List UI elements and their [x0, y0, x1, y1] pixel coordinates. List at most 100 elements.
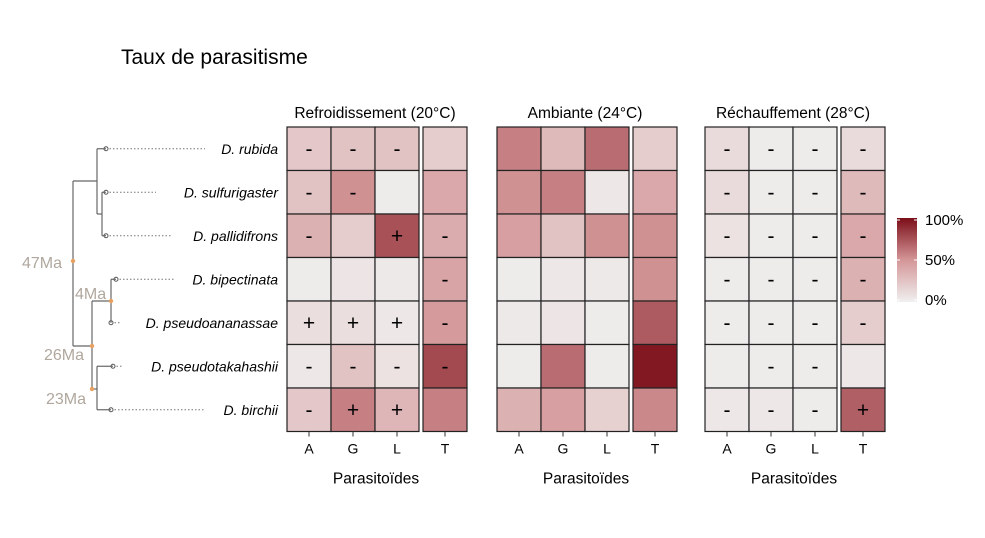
heatmap-cell: [422, 213, 468, 259]
heatmap-cell: [792, 126, 838, 172]
heatmap-cell: [540, 213, 586, 259]
heatmap-cell: [286, 256, 332, 302]
legend-label: 50%: [925, 252, 955, 269]
significance-sign: -: [768, 138, 775, 161]
heatmap-cell: [748, 126, 794, 172]
heatmap-cell: [704, 256, 750, 302]
x-tick-label: A: [514, 441, 524, 457]
significance-sign: -: [812, 312, 819, 335]
x-tick-label: L: [393, 441, 401, 457]
heatmap-cell: [840, 126, 886, 172]
heatmap-cell: [496, 387, 542, 433]
x-tick-label: L: [603, 441, 611, 457]
heatmap-cell: [496, 256, 542, 302]
x-axis-label: Parasitoïdes: [333, 471, 419, 488]
x-tick-label: G: [766, 441, 777, 457]
x-tick-label: G: [348, 441, 359, 457]
heatmap-cell: [584, 213, 630, 259]
significance-sign: -: [350, 181, 357, 204]
significance-sign: +: [391, 225, 403, 248]
heatmap-cell: [286, 213, 332, 259]
heatmap-cell: [704, 343, 750, 389]
heatmap-panels: Refroidissement (20°C) - - - - - - + - - + + + - - - - - -…: [286, 105, 886, 488]
significance-sign: -: [724, 268, 731, 291]
heatmap-cell: [540, 126, 586, 172]
heatmap-cell: [540, 343, 586, 389]
heatmap-cell: [330, 126, 376, 172]
chart-title: Taux de parasitisme: [121, 46, 308, 69]
panel-title: Réchauffement (28°C): [716, 105, 870, 122]
heatmap-cell: [330, 213, 376, 259]
significance-sign: -: [860, 225, 867, 248]
significance-sign: -: [306, 181, 313, 204]
heatmap-cell: [584, 169, 630, 215]
significance-sign: +: [391, 399, 403, 422]
significance-sign: -: [306, 225, 313, 248]
heatmap-cell: [540, 387, 586, 433]
x-tick-label: A: [722, 441, 732, 457]
heatmap-cell: [584, 300, 630, 346]
significance-sign: -: [306, 138, 313, 161]
node-age-label: 23Ma: [46, 391, 86, 408]
heatmap-cell: [422, 300, 468, 346]
node-age-label: 47Ma: [22, 255, 62, 272]
heatmap-cell: [632, 343, 678, 389]
species-label: D. pseudoananassae: [146, 315, 279, 331]
legend-label: 100%: [925, 212, 963, 229]
x-tick-label: G: [558, 441, 569, 457]
heatmap-cell: [330, 256, 376, 302]
heatmap-cell: [840, 387, 886, 433]
heatmap-cell: [584, 126, 630, 172]
significance-sign: -: [812, 181, 819, 204]
heatmap-cell: [422, 387, 468, 433]
species-label: D. rubida: [221, 141, 278, 157]
heatmap-cell: [286, 126, 332, 172]
significance-sign: +: [857, 399, 869, 422]
heatmap-cell: [632, 213, 678, 259]
significance-sign: -: [724, 181, 731, 204]
heatmap-cell: [496, 169, 542, 215]
significance-sign: -: [442, 312, 449, 335]
heatmap-cell: [840, 256, 886, 302]
significance-sign: -: [812, 355, 819, 378]
heatmap-cell: [840, 343, 886, 389]
heatmap-panel: Refroidissement (20°C) - - - - - - + - - + + + - - - - - -…: [286, 105, 468, 488]
significance-sign: -: [350, 138, 357, 161]
heatmap-panel: Ambiante (24°C) A G L T Parasitoïdes: [496, 105, 678, 488]
heatmap-cell: [374, 300, 420, 346]
heatmap-cell: [374, 169, 420, 215]
significance-sign: -: [442, 268, 449, 291]
x-axis-label: Parasitoïdes: [543, 471, 629, 488]
phylogenetic-tree: 47Ma 4Ma 26Ma 23Ma: [22, 146, 205, 413]
significance-sign: +: [347, 399, 359, 422]
significance-sign: -: [860, 181, 867, 204]
heatmap-cell: [330, 343, 376, 389]
heatmap-cell: [792, 169, 838, 215]
heatmap-cell: [584, 387, 630, 433]
x-tick-label: T: [651, 441, 660, 457]
node-age-label: 26Ma: [44, 347, 84, 364]
significance-sign: -: [860, 268, 867, 291]
heatmap-cell: [496, 213, 542, 259]
heatmap-cell: [540, 300, 586, 346]
heatmap-cell: [632, 300, 678, 346]
significance-sign: -: [860, 312, 867, 335]
heatmap-cell: [330, 300, 376, 346]
x-tick-label: T: [441, 441, 450, 457]
significance-sign: +: [391, 312, 403, 335]
significance-sign: -: [812, 268, 819, 291]
heatmap-cell: [422, 343, 468, 389]
significance-sign: -: [394, 355, 401, 378]
panel-title: Refroidissement (20°C): [294, 105, 455, 122]
heatmap-cell: [792, 300, 838, 346]
heatmap-cell: [374, 256, 420, 302]
significance-sign: -: [812, 225, 819, 248]
x-tick-label: L: [811, 441, 819, 457]
significance-sign: -: [812, 399, 819, 422]
heatmap-cell: [584, 256, 630, 302]
significance-sign: -: [306, 399, 313, 422]
color-legend: 100% 50% 0%: [897, 212, 963, 309]
significance-sign: -: [724, 225, 731, 248]
significance-sign: -: [768, 355, 775, 378]
heatmap-cell: [422, 126, 468, 172]
